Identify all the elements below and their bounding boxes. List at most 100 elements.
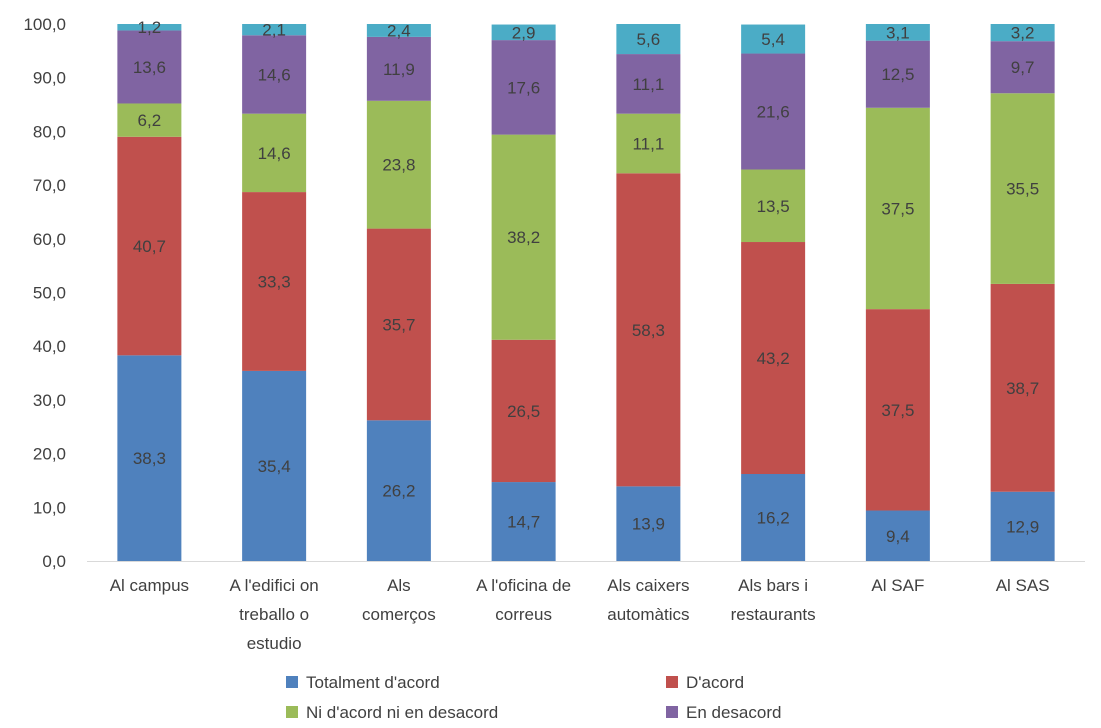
bar-segment-series-5: [865, 24, 930, 41]
bar-segment-en-desacord: [616, 54, 681, 114]
bar-segment-ni-d-acord-ni-en-desacord: [741, 169, 806, 243]
bar-segment-series-5: [990, 24, 1055, 42]
bar-segment-series-5: [242, 24, 307, 36]
bar-segment-d-acord: [990, 283, 1055, 492]
data-label: 1,2: [138, 18, 162, 37]
bar-segment-ni-d-acord-ni-en-desacord: [366, 100, 431, 229]
data-label: 11,1: [632, 75, 664, 94]
legend-label-d-acord: D'acord: [686, 673, 744, 692]
data-label: 17,6: [507, 78, 540, 97]
bar-segment-ni-d-acord-ni-en-desacord: [990, 93, 1055, 284]
x-category-label: Al campus: [110, 576, 189, 595]
x-category-label: A l'oficina de: [476, 576, 571, 595]
bar-segment-series-5: [366, 24, 431, 37]
bar-segment-totalment-d-acord: [741, 474, 806, 561]
data-label: 5,4: [761, 30, 785, 49]
bar-segment-en-desacord: [865, 40, 930, 108]
data-label: 2,9: [512, 23, 536, 42]
data-label: 40,7: [133, 237, 166, 256]
data-label: 12,5: [881, 65, 914, 84]
legend-swatch-en-desacord: [666, 706, 678, 718]
data-label: 26,2: [382, 482, 415, 501]
bar-segment-ni-d-acord-ni-en-desacord: [616, 113, 681, 174]
data-label: 43,2: [757, 349, 790, 368]
data-label: 37,5: [881, 199, 914, 218]
bar-segment-totalment-d-acord: [616, 486, 681, 561]
bar-segment-totalment-d-acord: [366, 420, 431, 561]
data-label: 6,2: [138, 111, 162, 130]
y-tick-label: 70,0: [33, 176, 66, 195]
bar-segment-series-5: [491, 24, 556, 41]
y-tick-label: 20,0: [33, 445, 66, 464]
legend-label-totalment-d-acord: Totalment d'acord: [306, 673, 440, 692]
bar-segment-totalment-d-acord: [990, 491, 1055, 561]
legend: Totalment d'acord D'acord Ni d'acord ni en…: [286, 673, 781, 722]
y-tick-label: 30,0: [33, 391, 66, 410]
x-category-label: correus: [495, 605, 552, 624]
bar-segment-ni-d-acord-ni-en-desacord: [491, 134, 556, 340]
bar-segment-en-desacord: [366, 36, 431, 101]
legend-label-en-desacord: En desacord: [686, 703, 781, 722]
bar-segment-en-desacord: [117, 30, 182, 104]
y-tick-label: 100,0: [23, 15, 66, 34]
data-label: 13,9: [632, 515, 665, 534]
data-label: 35,7: [382, 315, 415, 334]
y-tick-label: 80,0: [33, 122, 66, 141]
y-tick-label: 60,0: [33, 230, 66, 249]
bar-segment-ni-d-acord-ni-en-desacord: [865, 107, 930, 310]
y-tick-label: 90,0: [33, 69, 66, 88]
bars-layer: [117, 24, 1055, 561]
bar-segment-d-acord: [865, 309, 930, 511]
x-category-label: Als caixers: [607, 576, 689, 595]
data-label: 11,9: [383, 60, 415, 79]
data-label: 37,5: [881, 401, 914, 420]
legend-swatch-ni-d-acord-ni-en-desacord: [286, 706, 298, 718]
y-tick-label: 10,0: [33, 498, 66, 517]
data-label: 5,6: [637, 30, 661, 49]
data-label: 13,5: [757, 197, 790, 216]
legend-swatch-d-acord: [666, 676, 678, 688]
data-label: 2,1: [262, 21, 286, 40]
data-label: 26,5: [507, 402, 540, 421]
bar-segment-d-acord: [117, 136, 182, 356]
legend-swatch-totalment-d-acord: [286, 676, 298, 688]
bar-segment-totalment-d-acord: [242, 370, 307, 561]
bar-segment-d-acord: [242, 192, 307, 371]
x-category-label: Al SAS: [996, 576, 1050, 595]
bar-segment-totalment-d-acord: [491, 482, 556, 561]
data-label: 58,3: [632, 321, 665, 340]
data-label: 11,1: [632, 134, 664, 153]
x-category-label: restaurants: [731, 605, 816, 624]
x-category-label: Als bars i: [738, 576, 808, 595]
data-label: 2,4: [387, 21, 411, 40]
data-label: 35,4: [258, 457, 291, 476]
data-label: 14,7: [507, 513, 540, 532]
bar-segment-en-desacord: [491, 40, 556, 135]
data-label: 38,3: [133, 449, 166, 468]
y-tick-label: 0,0: [42, 552, 66, 571]
data-label: 33,3: [258, 272, 291, 291]
bar-segment-series-5: [616, 24, 681, 55]
data-label: 3,1: [886, 23, 910, 42]
data-labels-layer: 38,3 40,7 6,2 13,6 1,2 35,4 33,3 14,6 14,6 2,1 26,…: [133, 18, 1039, 546]
legend-label-ni-d-acord-ni-en-desacord: Ni d'acord ni en desacord: [306, 703, 498, 722]
data-label: 23,8: [382, 156, 415, 175]
data-label: 21,6: [757, 103, 790, 122]
data-label: 13,6: [133, 58, 166, 77]
bar-segment-ni-d-acord-ni-en-desacord: [117, 103, 182, 137]
bar-segment-en-desacord: [242, 35, 307, 114]
y-tick-label: 40,0: [33, 337, 66, 356]
data-label: 16,2: [757, 509, 790, 528]
bar-segment-d-acord: [616, 173, 681, 487]
data-label: 3,2: [1011, 24, 1035, 43]
x-category-label: A l'edifici on: [230, 576, 319, 595]
data-label: 35,5: [1006, 180, 1039, 199]
bar-segment-en-desacord: [741, 53, 806, 170]
x-category-label: Al SAF: [871, 576, 924, 595]
data-label: 9,7: [1011, 58, 1035, 77]
data-label: 14,6: [258, 144, 291, 163]
x-category-label: treballo o: [239, 605, 309, 624]
bar-segment-d-acord: [741, 242, 806, 475]
y-tick-label: 50,0: [33, 284, 66, 303]
